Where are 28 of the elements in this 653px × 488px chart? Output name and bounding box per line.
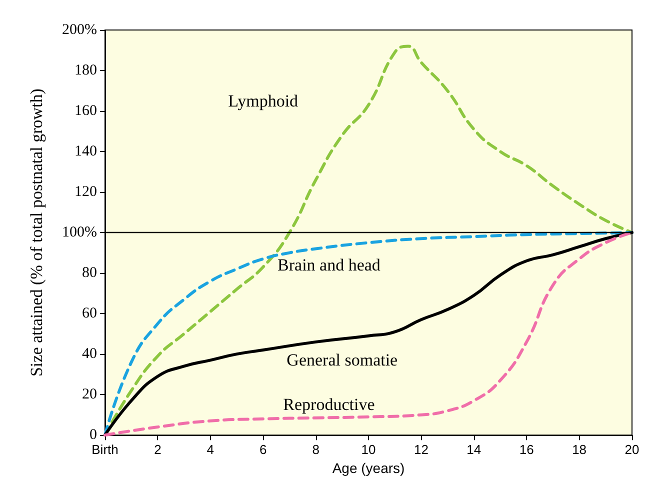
y-tick-label: 20 <box>82 386 97 403</box>
y-tick-label: 80 <box>82 265 97 282</box>
x-tick-label: 18 <box>572 442 587 458</box>
text: Lymphoid <box>228 91 299 110</box>
x-tick-label: 10 <box>361 442 376 458</box>
series-label: Reproductive <box>283 395 375 414</box>
x-tick-label: 2 <box>154 442 162 458</box>
y-tick-label: 140 <box>74 144 97 160</box>
y-tick-label: 200% <box>62 22 97 38</box>
y-tick-label: 0 <box>90 427 97 444</box>
x-axis-title: Age (years) <box>332 460 405 476</box>
x-tick-label: 14 <box>466 442 482 458</box>
x-tick-label: 16 <box>519 442 534 458</box>
x-tick-label: 6 <box>259 442 267 458</box>
y-axis-title: Size attained (% of total postnatal growth) <box>27 88 46 377</box>
x-tick-label: 8 <box>312 442 320 458</box>
x-tick-label: 12 <box>414 442 428 458</box>
y-tick-label: 100% <box>62 224 97 241</box>
y-tick-label: 120 <box>74 184 97 200</box>
y-tick-label: 40 <box>82 346 97 362</box>
series-label: General somatie <box>286 350 398 370</box>
x-tick-label: 20 <box>624 442 640 458</box>
x-tick-label: Birth <box>92 442 118 458</box>
y-tick-label: 60 <box>82 306 97 322</box>
y-tick-label: 180 <box>74 62 97 79</box>
y-tick-label: 160 <box>74 103 97 120</box>
x-tick-label: 4 <box>206 442 214 458</box>
series-label: Brain and head <box>278 255 381 274</box>
